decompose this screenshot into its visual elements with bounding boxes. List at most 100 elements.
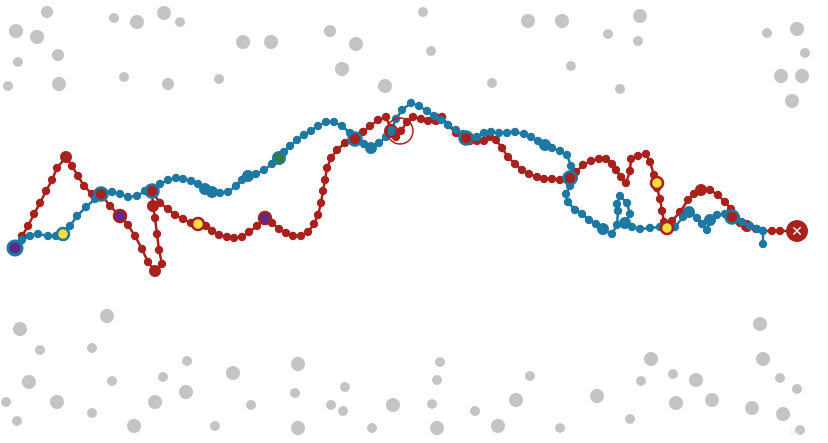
obstacle-dot (100, 309, 114, 323)
blue-path-node (526, 132, 536, 142)
blue-path-node (321, 117, 331, 127)
close-icon[interactable]: ✕ (791, 224, 803, 240)
obstacle-dot (636, 376, 646, 386)
red-path-node (524, 169, 534, 179)
red-path-node (497, 143, 507, 153)
red-path-node (365, 121, 375, 131)
blue-path-node (758, 226, 768, 236)
blue-path-node (406, 98, 416, 108)
blue-path-node (365, 142, 377, 154)
obstacle-dot (509, 393, 523, 407)
red-path-node (130, 231, 140, 241)
red-path-node (775, 226, 785, 236)
yellow-marker[interactable] (55, 226, 71, 242)
blue-path-node (251, 169, 261, 179)
red-path-node (178, 214, 188, 224)
blue-path-node (625, 209, 635, 219)
red-path-node (170, 210, 180, 220)
yellow-marker[interactable] (190, 216, 206, 232)
obstacle-dot (378, 79, 392, 93)
red-path-node (52, 163, 62, 173)
blue-path-node (436, 115, 446, 125)
obstacle-dot (776, 407, 790, 421)
watermark: 〰 (790, 426, 801, 439)
red-path-node (47, 175, 57, 185)
obstacle-dot (487, 78, 497, 88)
obstacle-dot (785, 94, 799, 108)
purple-marker[interactable] (257, 210, 273, 226)
blue-path-node (566, 161, 576, 171)
red-path-node (555, 175, 565, 185)
red-path-node (149, 265, 161, 277)
red-path-node (720, 197, 730, 207)
blue-path-node (337, 121, 347, 131)
obstacle-dot (615, 84, 625, 94)
obstacle-dot (210, 421, 220, 431)
obstacle-dot (12, 416, 22, 426)
obstacle-dot (13, 322, 27, 336)
red-path-node (296, 231, 306, 241)
red-path-node (601, 154, 611, 164)
obstacle-dot (775, 373, 785, 383)
red-path-node (491, 135, 501, 145)
red-path-node (244, 227, 254, 237)
blue-path-node (737, 217, 747, 227)
purple-marker[interactable] (112, 208, 128, 224)
green-marker[interactable] (272, 151, 286, 165)
red-path-node (143, 257, 153, 267)
obstacle-dot (236, 35, 250, 49)
blue-path-node (81, 202, 91, 212)
yellow-marker[interactable] (659, 220, 675, 236)
blue-path-node (615, 191, 625, 201)
red-path-node (229, 233, 239, 243)
blue-path-node (486, 127, 496, 137)
obstacle-dot (795, 425, 805, 435)
goal-marker[interactable]: ✕ (786, 220, 808, 242)
obstacle-dot (158, 372, 168, 382)
blue-path-node (622, 198, 632, 208)
red-path-node (281, 228, 291, 238)
red-path-node (60, 151, 72, 163)
red-path-node (532, 172, 542, 182)
red-path-node (517, 165, 527, 175)
blue-path-node (414, 101, 424, 111)
blue-path-node (635, 224, 645, 234)
blue-path-node (510, 127, 520, 137)
obstacle-dot (246, 400, 256, 410)
obstacle-dot (555, 14, 569, 28)
obstacle-dot (603, 29, 613, 39)
red-trajectory (13, 115, 799, 273)
red-path-node (320, 175, 330, 185)
path-markers (6, 117, 740, 257)
obstacle-dot (668, 369, 678, 379)
blue-path-node (178, 174, 188, 184)
obstacle-dot (338, 406, 348, 416)
obstacle-dot (175, 17, 185, 27)
blue-path-node (612, 199, 622, 209)
red-path-node (340, 138, 350, 148)
yellow-marker[interactable] (649, 175, 665, 191)
goal-circle[interactable] (786, 220, 808, 242)
blue-path-node (285, 141, 295, 151)
blue-path-node (683, 206, 695, 218)
red-path-node (274, 224, 284, 234)
red-path-node (309, 219, 319, 229)
obstacle-dot (427, 399, 437, 409)
obstacle-dot (3, 81, 13, 91)
obstacle-dot (22, 375, 36, 389)
blue-path-node (472, 132, 482, 142)
blue-path-node (65, 221, 75, 231)
red-path-node (252, 221, 262, 231)
blue-path-node (627, 222, 637, 232)
obstacle-dot (525, 371, 535, 381)
blue-path-node (115, 189, 125, 199)
red-path-node (633, 151, 643, 161)
junction-node (347, 131, 363, 147)
obstacle-dot (52, 77, 66, 91)
start-node[interactable] (6, 239, 24, 257)
blue-path-node (397, 105, 407, 115)
obstacle-dot (566, 61, 576, 71)
red-path-node (586, 156, 596, 166)
blue-path-node (43, 231, 53, 241)
